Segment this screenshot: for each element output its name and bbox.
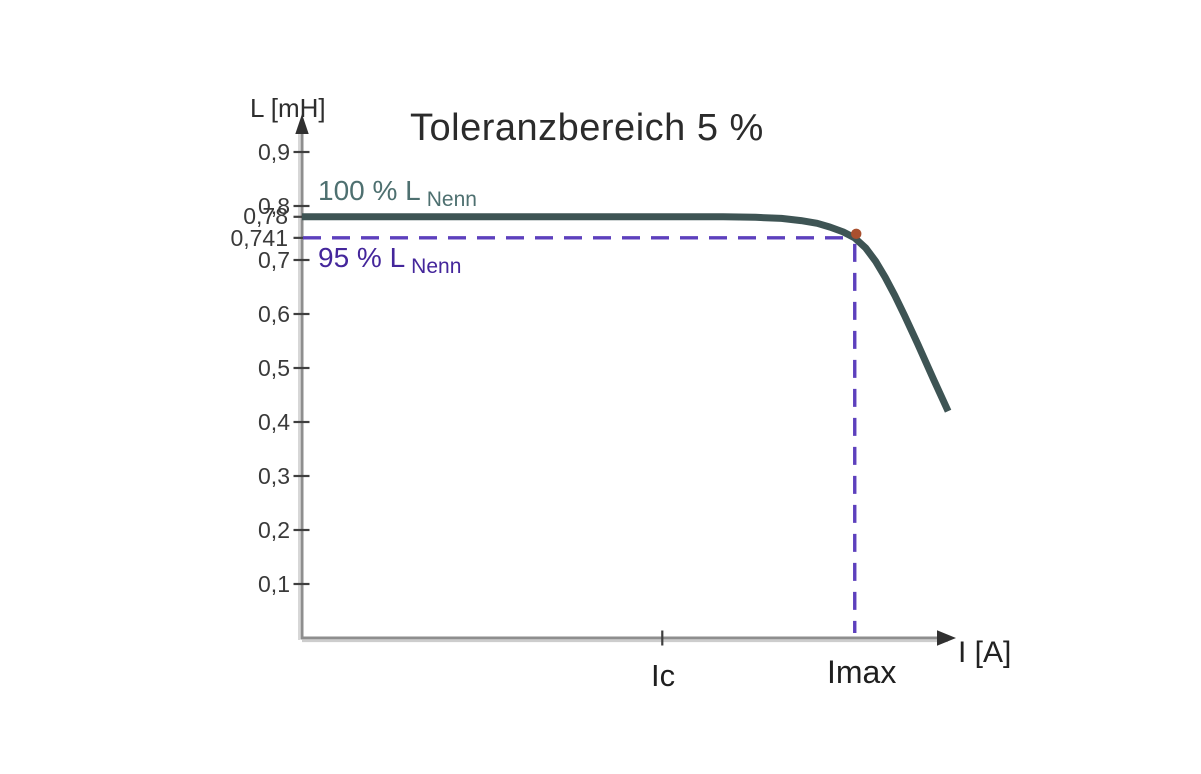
x-axis-label: I [A]: [958, 636, 1012, 669]
inductance-curve: [302, 213, 952, 413]
x-axis-arrow: [937, 630, 956, 646]
annotation-95-subscript: Nenn: [411, 255, 462, 278]
y-tick-label: 0,9: [258, 139, 290, 165]
y-tick-label: 0,3: [258, 463, 290, 489]
annotation-95-text: 95 % L: [318, 242, 406, 273]
y-tick-label: 0,4: [258, 409, 290, 435]
y-axis-arrow: [295, 114, 309, 134]
x-tick-label-imax: Imax: [827, 654, 897, 690]
annotation-95-percent-lnenn: 95 % L Nenn: [318, 242, 461, 278]
curve-marker-dot: [851, 228, 862, 240]
y-tick-label-special: 0,78: [243, 203, 288, 229]
y-tick-label-special: 0,741: [230, 225, 288, 251]
y-tick-label: 0,1: [258, 571, 290, 597]
y-axis-label: L [mH]: [250, 93, 326, 123]
chart-title: Toleranzbereich 5 %: [410, 107, 764, 149]
y-tick-label: 0,2: [258, 517, 290, 543]
y-tick-label: 0,5: [258, 355, 290, 381]
annotation-100-subscript: Nenn: [426, 188, 477, 211]
y-tick-label: 0,8: [258, 193, 290, 219]
x-tick-label-ic: Ic: [651, 658, 676, 693]
annotation-100-percent-lnenn: 100 % L Nenn: [318, 175, 477, 211]
y-tick-label: 0,6: [258, 301, 290, 327]
y-tick-label: 0,7: [258, 247, 290, 273]
annotation-100-text: 100 % L: [318, 175, 421, 206]
